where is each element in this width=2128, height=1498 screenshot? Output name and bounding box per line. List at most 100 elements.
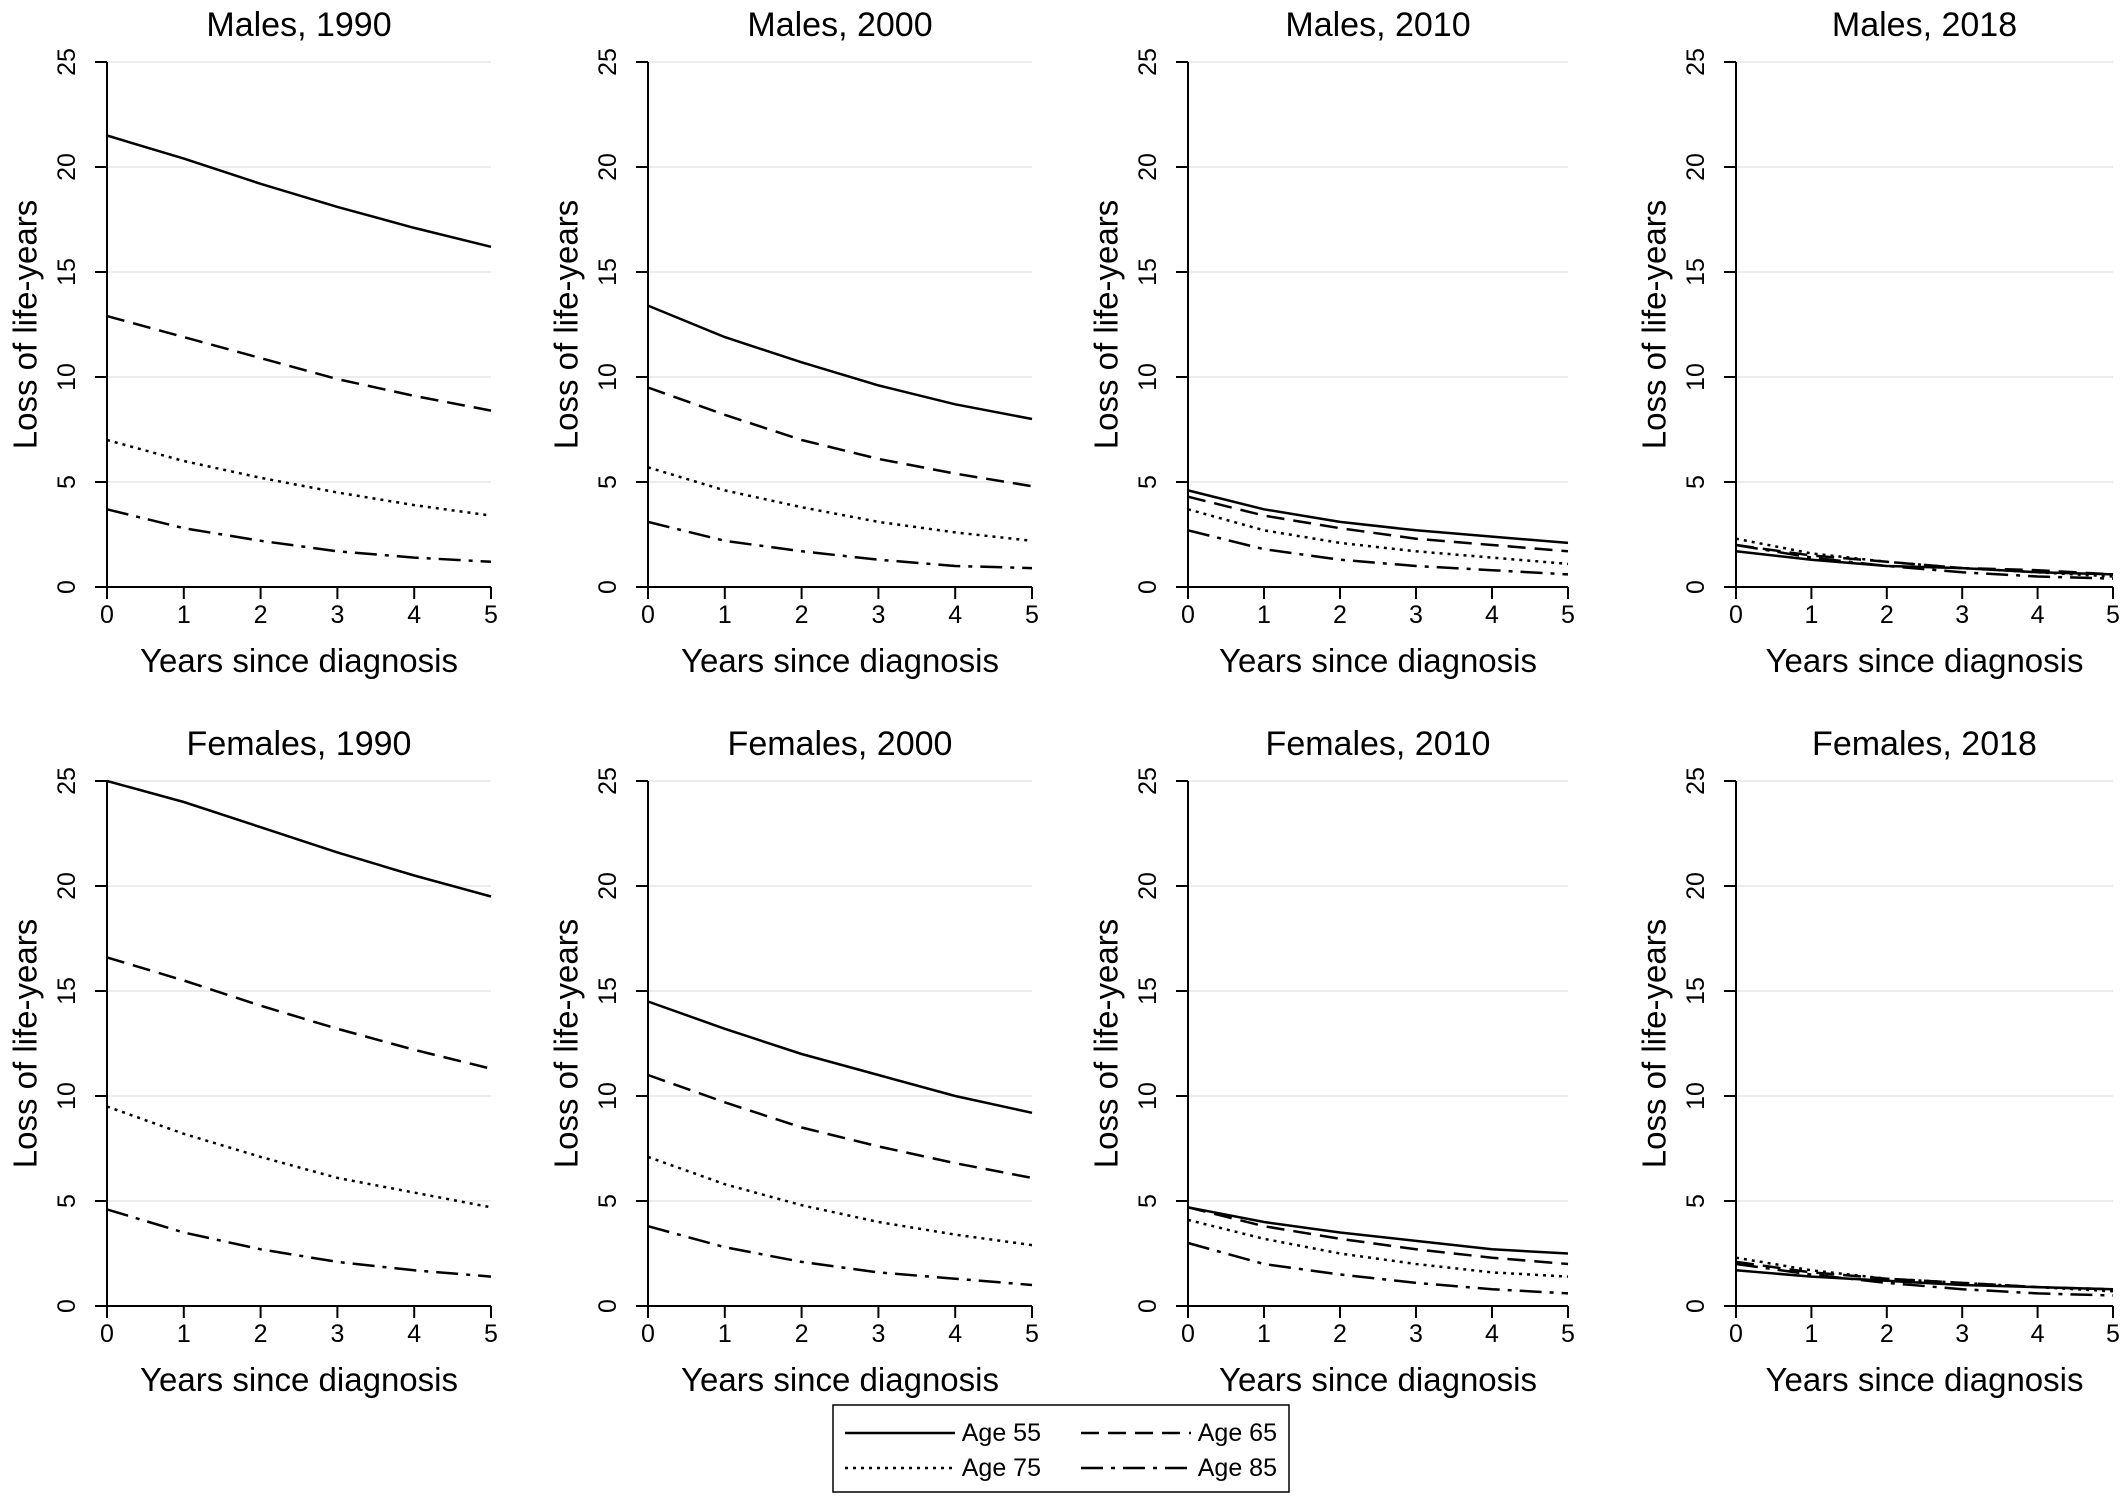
y-tick-label: 20 xyxy=(1134,153,1162,181)
x-tick-label: 5 xyxy=(2106,1320,2120,1348)
y-tick-label: 5 xyxy=(1134,1194,1162,1208)
y-tick-label: 15 xyxy=(53,258,81,286)
x-tick-label: 3 xyxy=(871,1320,885,1348)
y-tick-label: 10 xyxy=(1134,363,1162,391)
series-line-age-65 xyxy=(1187,495,1569,553)
x-tick-label: 1 xyxy=(1804,601,1818,629)
y-tick-label: 0 xyxy=(594,1299,622,1313)
y-tick-label: 0 xyxy=(53,580,81,594)
series-line-age-75 xyxy=(106,438,492,517)
panel-background xyxy=(1631,719,2128,1384)
series-line-age-75 xyxy=(1735,537,2114,578)
y-tick-label: 5 xyxy=(1682,1194,1710,1208)
x-axis-title: Years since diagnosis xyxy=(140,1361,458,1398)
panel-background xyxy=(1083,0,1603,665)
y-tick-label: 15 xyxy=(1682,977,1710,1005)
series-line-age-55 xyxy=(647,1000,1033,1115)
legend-label-age-55: Age 55 xyxy=(962,1419,1041,1447)
legend-box xyxy=(832,1404,1290,1493)
x-tick-label: 2 xyxy=(1880,601,1894,629)
y-tick-label: 15 xyxy=(1134,977,1162,1005)
series-line-age-65 xyxy=(106,314,492,412)
y-axis-title: Loss of life-years xyxy=(548,200,585,449)
series-line-age-65 xyxy=(106,956,492,1070)
x-tick-label: 5 xyxy=(1561,1320,1575,1348)
y-tick-label: 5 xyxy=(594,475,622,489)
x-tick-label: 3 xyxy=(330,1320,344,1348)
x-tick-label: 4 xyxy=(2031,1320,2045,1348)
y-tick-label: 15 xyxy=(1134,258,1162,286)
series-line-age-65 xyxy=(1735,543,2114,576)
x-axis-title: Years since diagnosis xyxy=(1219,642,1537,679)
x-tick-label: 3 xyxy=(1955,1320,1969,1348)
x-tick-label: 0 xyxy=(1181,1320,1195,1348)
y-tick-label: 10 xyxy=(53,1082,81,1110)
y-tick-label: 25 xyxy=(594,48,622,76)
y-tick-label: 15 xyxy=(594,258,622,286)
panel-title: Females, 2000 xyxy=(728,725,953,763)
series-line-age-55 xyxy=(106,779,492,898)
x-tick-label: 1 xyxy=(177,601,191,629)
series-line-age-85 xyxy=(647,1224,1033,1287)
y-tick-label: 10 xyxy=(1682,363,1710,391)
panel-males-1990: 0 5 10 15 20 25 0 1 2 3 4 5 Males, 1990 Years since d… xyxy=(2,0,526,679)
x-tick-label: 3 xyxy=(1409,601,1423,629)
x-tick-label: 1 xyxy=(718,601,732,629)
y-tick-label: 20 xyxy=(1134,872,1162,900)
panel-background xyxy=(543,0,1067,665)
y-axis-title: Loss of life-years xyxy=(1088,200,1125,449)
y-tick-label: 15 xyxy=(594,977,622,1005)
panel-background xyxy=(2,0,526,665)
y-tick-label: 0 xyxy=(1134,580,1162,594)
y-axis-title: Loss of life-years xyxy=(1636,919,1673,1168)
y-axis-title: Loss of life-years xyxy=(7,200,44,449)
x-axis-title: Years since diagnosis xyxy=(140,642,458,679)
panel-title: Males, 2000 xyxy=(747,6,932,44)
series-line-age-85 xyxy=(1735,1262,2114,1297)
y-tick-label: 25 xyxy=(1682,48,1710,76)
series-line-age-85 xyxy=(106,1208,492,1278)
series-line-age-65 xyxy=(1187,1206,1569,1266)
x-tick-label: 4 xyxy=(948,601,962,629)
x-tick-label: 3 xyxy=(330,601,344,629)
panel-background xyxy=(2,719,526,1384)
y-tick-label: 20 xyxy=(53,153,81,181)
y-tick-label: 20 xyxy=(53,872,81,900)
y-tick-label: 10 xyxy=(53,363,81,391)
y-tick-label: 15 xyxy=(1682,258,1710,286)
series-line-age-55 xyxy=(1735,1269,2114,1291)
x-tick-label: 2 xyxy=(254,1320,268,1348)
x-tick-label: 5 xyxy=(484,1320,498,1348)
panel-females-2010: 0 5 10 15 20 25 0 1 2 3 4 5 Females, 2010 Years since… xyxy=(1083,719,1603,1398)
panel-title: Females, 1990 xyxy=(187,725,412,763)
x-tick-label: 0 xyxy=(641,1320,655,1348)
series-line-age-65 xyxy=(647,1073,1033,1180)
x-tick-label: 4 xyxy=(1485,601,1499,629)
y-tick-label: 5 xyxy=(53,1194,81,1208)
series-line-age-75 xyxy=(647,466,1033,543)
x-tick-label: 0 xyxy=(641,601,655,629)
legend-label-age-75: Age 75 xyxy=(962,1454,1041,1482)
series-line-age-85 xyxy=(106,508,492,564)
y-tick-label: 5 xyxy=(1682,475,1710,489)
y-tick-label: 25 xyxy=(594,767,622,795)
panel-females-2018: 0 5 10 15 20 25 0 1 2 3 4 5 Females, 2018 Years since… xyxy=(1631,719,2128,1398)
x-tick-label: 5 xyxy=(484,601,498,629)
legend: Age 55 Age 65 Age 75 Age 85 xyxy=(832,1404,1290,1493)
series-line-age-75 xyxy=(106,1105,492,1209)
series-line-age-65 xyxy=(1735,1260,2114,1291)
y-axis-title: Loss of life-years xyxy=(548,919,585,1168)
panel-males-2010: 0 5 10 15 20 25 0 1 2 3 4 5 Males, 2010 Years since d… xyxy=(1083,0,1603,679)
x-tick-label: 3 xyxy=(1409,1320,1423,1348)
y-axis-title: Loss of life-years xyxy=(1636,200,1673,449)
x-axis-title: Years since diagnosis xyxy=(681,1361,999,1398)
panel-background xyxy=(543,719,1067,1384)
panel-females-2000: 0 5 10 15 20 25 0 1 2 3 4 5 Females, 2000 Years since… xyxy=(543,719,1067,1398)
series-line-age-55 xyxy=(647,304,1033,421)
y-tick-label: 20 xyxy=(594,153,622,181)
x-axis-title: Years since diagnosis xyxy=(1766,642,2084,679)
y-tick-label: 25 xyxy=(53,767,81,795)
x-axis-title: Years since diagnosis xyxy=(681,642,999,679)
x-tick-label: 4 xyxy=(2031,601,2045,629)
